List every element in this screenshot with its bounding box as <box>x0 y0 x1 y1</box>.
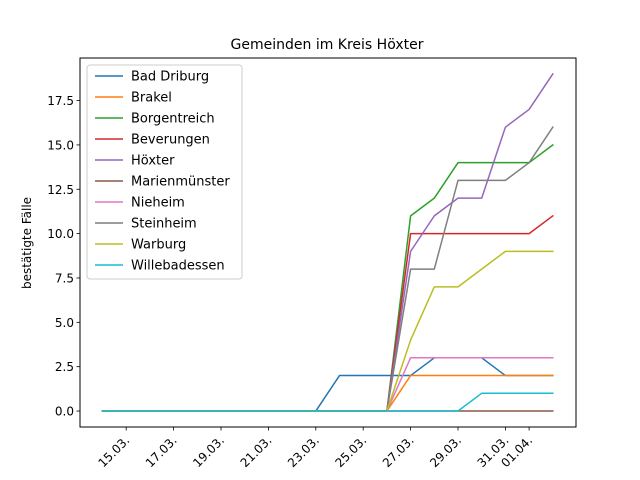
series-line-9 <box>101 392 554 412</box>
y-tick-label: 17.5 <box>47 94 74 108</box>
chart-title: Gemeinden im Kreis Höxter <box>231 37 424 53</box>
plot-area <box>101 72 554 412</box>
legend-label: Warburg <box>131 238 186 253</box>
legend: Bad Driburg Brakel Borgentreich Beverungen H… <box>86 64 243 280</box>
legend-label: Steinheim <box>131 217 197 232</box>
y-axis-label: bestätigte Fälle <box>20 197 34 289</box>
legend-label: Brakel <box>131 91 172 106</box>
legend-label: Borgentreich <box>131 112 215 127</box>
y-axis: 0.0 2.5 5.0 7.5 10.0 12.5 15.0 17.5 <box>47 94 80 419</box>
y-tick-label: 15.0 <box>47 138 74 152</box>
y-tick-label: 12.5 <box>47 183 74 197</box>
y-tick-label: 2.5 <box>55 360 74 374</box>
legend-label: Nieheim <box>131 196 185 211</box>
legend-box <box>86 64 243 280</box>
y-tick-label: 7.5 <box>55 271 74 285</box>
legend-label: Marienmünster <box>131 175 230 190</box>
y-tick-label: 0.0 <box>55 405 74 419</box>
plot-frame <box>79 57 577 428</box>
legend-label: Willebadessen <box>131 259 225 274</box>
legend-label: Bad Driburg <box>131 70 209 85</box>
legend-label: Beverungen <box>131 133 210 148</box>
y-tick-label: 10.0 <box>47 227 74 241</box>
legend-label: Höxter <box>131 154 175 169</box>
y-tick-label: 5.0 <box>55 316 74 330</box>
